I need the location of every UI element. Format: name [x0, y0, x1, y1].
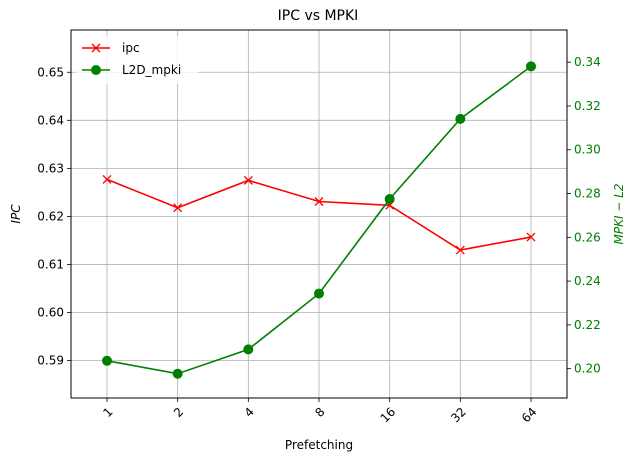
left-y-axis-label: IPC: [9, 204, 23, 224]
left-y-tick-label: 0.65: [37, 65, 64, 79]
right-y-tick-label: 0.22: [574, 318, 601, 332]
right-y-tick-label: 0.26: [574, 230, 601, 244]
x-tick-label: 2: [171, 405, 186, 420]
legend-item: ipc: [82, 41, 140, 55]
data-point-L2D_mpki: [243, 344, 254, 355]
series-L2D_mpki: [102, 61, 536, 379]
legend: ipc L2D_mpki: [76, 36, 198, 84]
data-point-ipc: [526, 232, 536, 242]
left-y-tick-label: 0.60: [37, 305, 64, 319]
data-point-L2D_mpki: [314, 288, 324, 299]
right-y-tick-label: 0.34: [574, 55, 601, 69]
left-y-tick-label: 0.63: [37, 161, 64, 175]
x-axis-label: Prefetching: [285, 438, 353, 452]
right-y-axis-label: MPKI − L2: [612, 183, 626, 244]
grid: [71, 30, 567, 398]
x-tick-label: 64: [519, 405, 540, 426]
left-y-tick-label: 0.61: [37, 257, 64, 271]
data-point-ipc: [243, 175, 253, 185]
x-tick-label: 32: [448, 405, 469, 426]
data-point-ipc: [173, 203, 183, 213]
right-y-tick-label: 0.24: [574, 274, 601, 288]
data-point-ipc: [455, 245, 465, 255]
legend-marker: [91, 43, 101, 53]
chart-title: IPC vs MPKI: [278, 8, 359, 24]
legend-item: L2D_mpki: [82, 63, 181, 77]
left-y-tick-label: 0.64: [37, 113, 64, 127]
x-tick-label: 8: [312, 405, 327, 420]
x-tick-label: 4: [242, 405, 257, 420]
data-point-ipc: [314, 197, 324, 206]
data-point-L2D_mpki: [526, 61, 536, 72]
data-point-L2D_mpki: [172, 368, 183, 379]
x-tick-label: 16: [378, 405, 399, 426]
series-layer: [102, 61, 536, 379]
legend-marker: [91, 65, 101, 75]
series-ipc: [102, 174, 536, 255]
data-point-ipc: [102, 174, 112, 184]
right-y-tick-label: 0.32: [574, 99, 601, 113]
left-y-tick-label: 0.62: [37, 209, 64, 223]
right-y-tick-label: 0.28: [574, 187, 601, 201]
right-y-tick-label: 0.30: [574, 143, 601, 157]
legend-box: [76, 36, 198, 84]
left-y-tick-label: 0.59: [37, 354, 64, 368]
data-point-L2D_mpki: [102, 355, 112, 366]
right-y-axis: 0.20 0.22 0.24 0.26 0.28 0.30 0.32 0.34: [567, 55, 601, 376]
x-tick-label: 1: [100, 405, 115, 420]
legend-label: L2D_mpki: [122, 63, 181, 77]
data-point-L2D_mpki: [455, 113, 466, 124]
x-axis: 1 2 4 8 16 32 64: [100, 398, 540, 426]
right-y-tick-label: 0.20: [574, 362, 601, 376]
left-y-axis: 0.59 0.60 0.61 0.62 0.63 0.64 0.65: [37, 65, 71, 368]
data-point-L2D_mpki: [384, 194, 395, 205]
legend-label: ipc: [122, 41, 140, 55]
